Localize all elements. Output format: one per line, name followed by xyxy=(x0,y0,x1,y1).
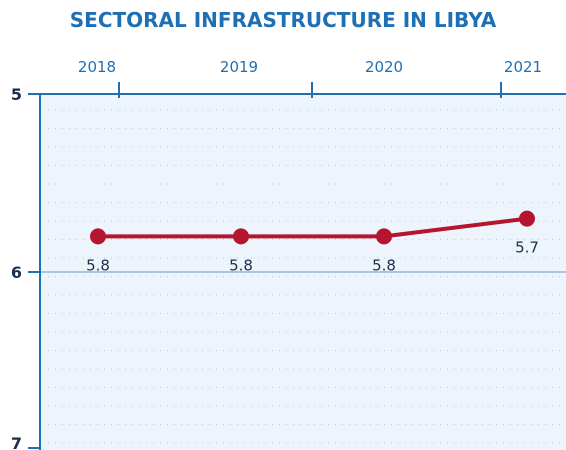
x-ticks: 2018 2019 2020 2021 xyxy=(78,58,542,98)
x-tick-label: 2019 xyxy=(220,58,258,76)
data-label: 5.8 xyxy=(229,256,253,274)
data-point xyxy=(90,228,106,245)
data-point xyxy=(233,228,249,245)
y-tick-label: 6 xyxy=(11,263,22,282)
y-tick-label: 5 xyxy=(11,85,22,104)
data-label: 5.8 xyxy=(86,256,110,274)
series-line xyxy=(98,216,528,239)
data-label: 5.7 xyxy=(515,239,539,257)
x-tick-label: 2021 xyxy=(504,58,542,76)
x-tick-label: 2018 xyxy=(78,58,116,76)
data-label: 5.8 xyxy=(372,256,396,274)
chart-title: SECTORAL INFRASTRUCTURE IN LIBYA xyxy=(70,8,497,32)
series: 5.8 5.8 5.8 5.7 xyxy=(86,210,539,274)
gridlines xyxy=(48,109,566,444)
data-point xyxy=(376,228,392,245)
y-ticks: 5 6 7 xyxy=(11,85,40,450)
y-tick-label: 7 xyxy=(11,434,22,450)
data-point xyxy=(519,210,535,227)
x-tick-label: 2020 xyxy=(365,58,403,76)
